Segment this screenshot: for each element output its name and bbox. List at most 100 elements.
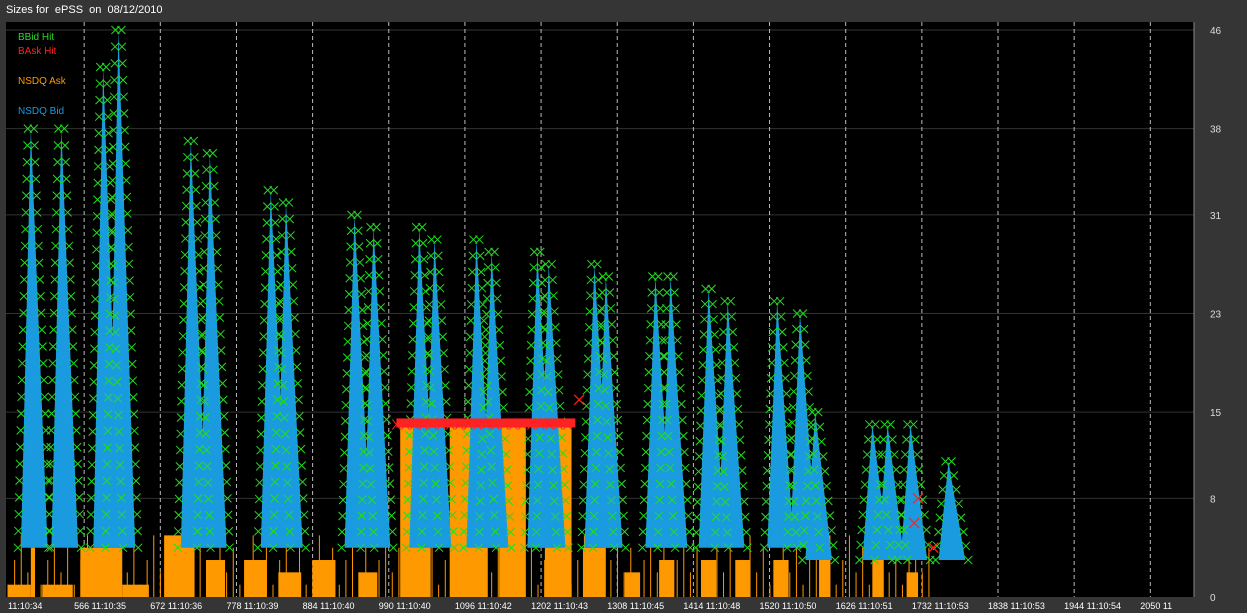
bbid-hit-marker — [290, 313, 299, 322]
bbid-hit-marker — [655, 304, 665, 313]
bbid-hit-marker — [483, 397, 493, 407]
bbid-hit-marker — [52, 191, 62, 201]
bbid-hit-marker — [760, 527, 770, 537]
x-tick-label: 884 11:10:40 — [303, 601, 355, 611]
bbid-hit-marker — [783, 404, 792, 414]
bbid-hit-marker — [653, 527, 663, 537]
bbid-hit-marker — [947, 457, 956, 466]
bbid-hit-marker — [476, 267, 486, 277]
bbid-hit-marker — [359, 447, 368, 456]
bbid-hit-marker — [209, 181, 219, 191]
bbid-hit-marker — [654, 511, 664, 521]
bbid-hit-marker — [276, 263, 286, 273]
bbid-hit-marker — [806, 418, 816, 428]
bbid-hit-marker — [645, 335, 655, 345]
bbid-hit-marker — [486, 446, 496, 455]
bbid-hit-marker — [825, 511, 835, 521]
bbid-hit-marker — [32, 191, 41, 201]
bbid-hit-marker — [37, 325, 47, 335]
bbid-hit-marker — [110, 59, 120, 68]
bbid-hit-marker — [113, 410, 123, 420]
bbid-hit-marker — [711, 527, 720, 537]
bbid-hit-marker — [64, 241, 74, 251]
bbid-hit-marker — [405, 431, 415, 440]
bbid-hit-marker — [215, 313, 225, 322]
bbid-hit-marker — [383, 447, 393, 456]
bid-spike — [481, 251, 509, 548]
bask-hit-marker — [418, 419, 428, 430]
bbid-hit-marker — [594, 367, 604, 377]
bbid-hit-marker — [707, 284, 716, 294]
bbid-hit-marker — [551, 338, 561, 348]
bbid-hit-marker — [15, 459, 25, 469]
bbid-hit-marker — [493, 309, 503, 319]
bbid-hit-marker — [225, 543, 234, 553]
bbid-hit-marker — [536, 263, 546, 272]
bbid-hit-marker — [800, 511, 810, 521]
bbid-hit-marker — [606, 496, 616, 505]
bbid-hit-marker — [697, 375, 707, 385]
bbid-hit-marker — [586, 275, 596, 285]
bbid-hit-marker — [863, 435, 873, 444]
bbid-hit-marker — [491, 278, 501, 288]
bbid-hit-marker — [277, 247, 286, 257]
bbid-hit-marker — [197, 329, 207, 339]
bbid-hit-marker — [639, 511, 648, 521]
bbid-hit-marker — [190, 169, 200, 178]
bbid-hit-marker — [365, 464, 375, 473]
bbid-hit-marker — [369, 543, 379, 553]
bbid-hit-marker — [40, 392, 49, 402]
bbid-hit-marker — [20, 258, 30, 268]
bbid-hit-marker — [273, 362, 283, 372]
bbid-hit-marker — [465, 332, 475, 342]
bbid-hit-marker — [683, 511, 693, 521]
bbid-hit-marker — [476, 481, 486, 490]
bbid-hit-marker — [196, 315, 206, 325]
bbid-hit-marker — [828, 540, 838, 550]
bbid-hit-marker — [580, 433, 590, 442]
bbid-hit-marker — [63, 208, 73, 217]
bbid-hit-marker — [359, 431, 369, 440]
bbid-hit-marker — [103, 426, 113, 436]
bbid-hit-marker — [609, 543, 619, 553]
bbid-hit-marker — [595, 307, 605, 316]
bask-hit-marker — [535, 419, 545, 430]
bbid-hit-marker — [355, 258, 365, 267]
bbid-hit-marker — [200, 214, 210, 224]
bbid-hit-marker — [30, 157, 40, 167]
ask-block — [312, 560, 336, 597]
bbid-hit-marker — [89, 394, 98, 403]
bbid-hit-marker — [38, 342, 47, 351]
bbid-hit-marker — [483, 278, 492, 288]
bbid-hit-marker — [521, 512, 530, 521]
bbid-hit-marker — [643, 383, 653, 393]
bbid-hit-marker — [362, 351, 371, 360]
bbid-hit-marker — [217, 362, 227, 372]
bbid-hit-marker — [111, 327, 120, 337]
bbid-hit-marker — [479, 316, 489, 325]
bbid-hit-marker — [214, 296, 224, 306]
bbid-hit-marker — [67, 308, 77, 318]
bbid-hit-marker — [117, 510, 127, 519]
bbid-hit-marker — [301, 543, 311, 553]
bbid-hit-marker — [681, 463, 690, 473]
bask-hit-marker — [573, 394, 585, 406]
bbid-hit-marker — [551, 322, 560, 332]
bbid-hit-marker — [21, 208, 31, 217]
bbid-hit-marker — [597, 338, 607, 348]
bbid-hit-marker — [257, 397, 267, 406]
bbid-hit-marker — [202, 165, 211, 175]
bbid-hit-marker — [531, 543, 541, 553]
bbid-hit-marker — [681, 479, 691, 489]
bbid-hit-marker — [434, 267, 444, 277]
bbid-hit-marker — [735, 435, 745, 445]
bbid-hit-marker — [380, 383, 390, 392]
bbid-hit-marker — [432, 511, 442, 521]
bbid-hit-marker — [408, 319, 418, 328]
bbid-hit-marker — [296, 444, 306, 454]
bbid-hit-marker — [344, 305, 354, 315]
bask-hit-marker — [409, 419, 419, 430]
bbid-hit-marker — [426, 267, 435, 277]
bbid-hit-marker — [128, 393, 138, 402]
